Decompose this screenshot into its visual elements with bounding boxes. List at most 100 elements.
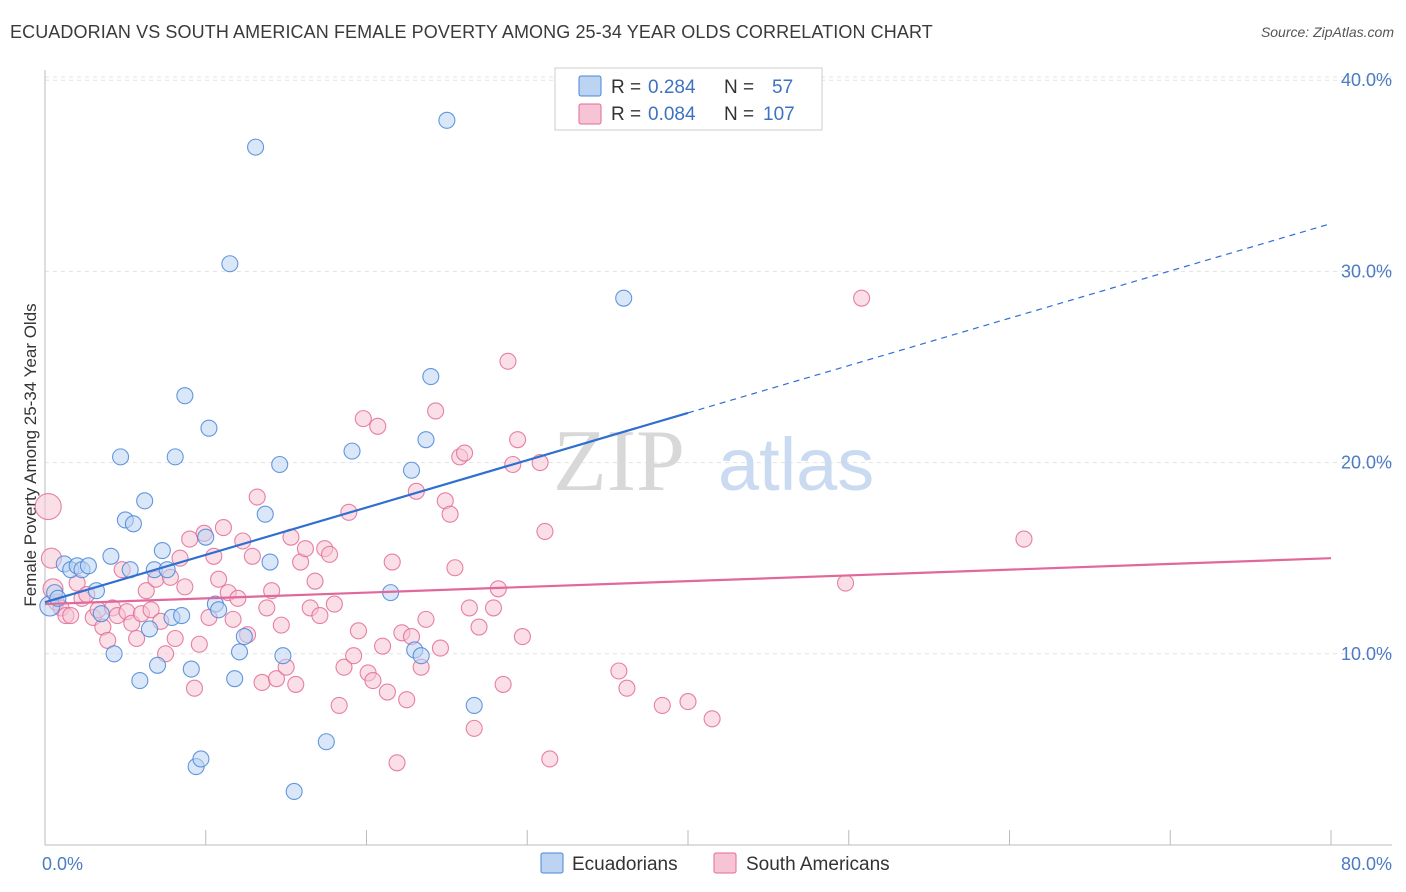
south-americans-point-6 <box>62 607 80 625</box>
south-americans-point-48 <box>267 670 286 688</box>
ecuadorians-point-49 <box>412 647 430 665</box>
ecuadorians-point-11 <box>105 645 123 663</box>
south-americans-point-64 <box>345 647 363 665</box>
south-americans-point-92 <box>494 675 512 693</box>
series-legend: Ecuadorians South Americans <box>540 852 890 875</box>
ecuadorians-point-10 <box>102 547 120 565</box>
south-americans-point-54 <box>296 540 314 558</box>
south-americans-point-21 <box>137 582 155 600</box>
ecuadorians-point-20 <box>148 656 167 674</box>
south-americans-point-88 <box>465 719 483 737</box>
south-americans-point-93 <box>499 352 517 370</box>
south-americans-point-27 <box>166 629 184 648</box>
south-americans-point-46 <box>258 599 276 617</box>
south-americans-point-102 <box>653 696 671 714</box>
south-americans-point-107 <box>1015 530 1033 548</box>
ecuadorians-point-47 <box>402 461 421 479</box>
south-americans-trend-line <box>44 557 1332 606</box>
ecuadorians-point-15 <box>124 515 142 533</box>
ecuadorians-point-41 <box>271 455 289 474</box>
legend-n-value-2: 107 <box>763 104 795 125</box>
south-americans-point-72 <box>383 553 401 571</box>
watermark-zip: ZIP <box>553 413 685 510</box>
south-americans-point-75 <box>398 691 416 709</box>
south-americans-point-61 <box>330 696 348 714</box>
south-americans-point-32 <box>190 635 208 653</box>
ecuadorians-points <box>39 111 633 801</box>
ecuadorians-point-37 <box>235 628 253 646</box>
legend-n-label-2: N = <box>724 104 754 125</box>
ecuadorians-point-44 <box>317 733 335 751</box>
south-americans-point-101 <box>618 679 636 697</box>
y-axis-label: Female Poverty Among 25-34 Year Olds <box>21 303 40 606</box>
ecuadorians-point-52 <box>438 111 456 129</box>
legend-swatch-ecuadorians <box>578 75 602 97</box>
south-americans-point-69 <box>369 417 387 435</box>
y-tick-label-10: 10.0% <box>1341 644 1392 664</box>
south-americans-point-65 <box>349 622 368 640</box>
legend-r-value-2: 0.084 <box>648 104 696 125</box>
south-americans-point-81 <box>431 639 449 657</box>
series-legend-ecuadorians: Ecuadorians <box>572 854 678 875</box>
correlation-legend: R = 0.284 N = 57 R = 0.084 N = 107 <box>554 67 823 131</box>
ecuadorians-point-40 <box>261 553 279 571</box>
south-americans-point-30 <box>181 530 199 548</box>
y-tick-label-30: 30.0% <box>1341 261 1392 281</box>
south-americans-point-106 <box>853 289 871 307</box>
ecuadorians-point-38 <box>247 138 265 156</box>
y-tick-labels: 10.0% 20.0% 30.0% 40.0% <box>1341 70 1392 664</box>
ecuadorians-point-27 <box>182 660 200 678</box>
grid-lines <box>45 76 1392 655</box>
watermark-atlas: atlas <box>718 423 874 506</box>
south-americans-point-79 <box>417 610 435 628</box>
south-americans-point-70 <box>374 637 392 655</box>
ecuadorians-point-26 <box>176 387 194 405</box>
ecuadorians-point-29 <box>192 750 210 768</box>
south-americans-point-49 <box>272 616 290 634</box>
series-legend-swatch-ecuadorians <box>540 852 564 874</box>
ecuadorians-point-17 <box>136 492 154 510</box>
south-americans-point-44 <box>248 488 266 506</box>
ecuadorians-point-25 <box>173 607 191 625</box>
ecuadorians-point-21 <box>153 542 171 560</box>
south-americans-point-95 <box>509 431 527 449</box>
south-americans-point-80 <box>427 402 445 420</box>
ecuadorians-point-31 <box>200 419 218 437</box>
legend-r-label-1: R = <box>611 77 641 98</box>
south-americans-point-71 <box>378 683 396 701</box>
south-americans-point-57 <box>311 607 329 625</box>
series-legend-south-americans: South Americans <box>746 854 890 875</box>
south-americans-point-87 <box>460 599 478 617</box>
ecuadorians-point-35 <box>226 670 244 688</box>
ecuadorians-point-9 <box>92 605 110 623</box>
x-tick-label-max: 80.0% <box>1341 854 1392 874</box>
south-americans-point-96 <box>513 628 531 646</box>
ecuadorians-point-33 <box>210 601 228 619</box>
ecuadorians-point-12 <box>112 448 130 466</box>
south-americans-point-31 <box>185 679 204 697</box>
south-americans-point-84 <box>446 559 464 577</box>
ecuadorians-point-36 <box>230 643 249 661</box>
ecuadorians-point-30 <box>197 528 215 546</box>
south-americans-points <box>34 289 1033 772</box>
legend-n-value-1: 57 <box>772 77 793 98</box>
south-americans-point-43 <box>243 547 261 565</box>
ecuadorians-point-43 <box>285 782 303 801</box>
south-americans-point-100 <box>610 662 628 680</box>
legend-r-value-1: 0.284 <box>648 77 696 98</box>
legend-r-label-2: R = <box>611 104 641 125</box>
south-americans-point-66 <box>354 410 372 428</box>
x-axis-ticks <box>205 830 1332 845</box>
south-americans-point-0 <box>34 493 62 521</box>
south-americans-point-45 <box>253 673 271 692</box>
ecuadorians-point-45 <box>343 442 361 460</box>
south-americans-point-99 <box>541 750 559 768</box>
ecuadorians-point-54 <box>615 289 633 307</box>
south-americans-point-73 <box>388 754 406 772</box>
y-tick-label-20: 20.0% <box>1341 453 1392 473</box>
legend-n-label-1: N = <box>724 77 754 98</box>
south-americans-point-90 <box>484 599 503 617</box>
ecuadorians-trend-line <box>44 411 689 604</box>
south-americans-point-103 <box>679 693 697 711</box>
